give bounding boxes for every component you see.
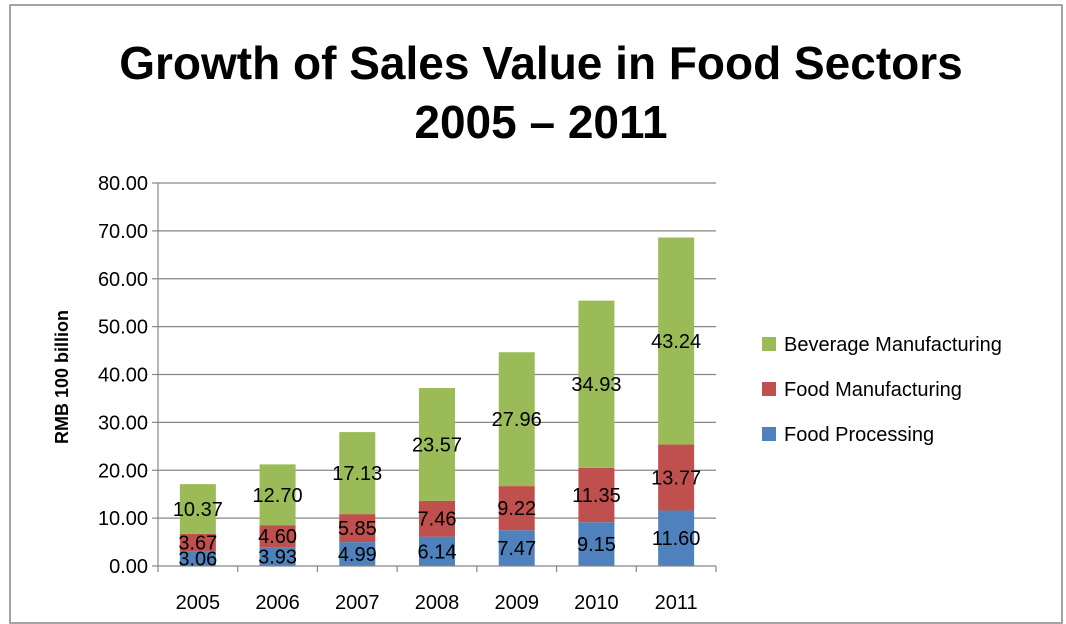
x-tick-label: 2007 — [335, 592, 380, 614]
y-tick-label: 70.00 — [98, 221, 148, 243]
data-label: 11.35 — [572, 485, 621, 507]
data-label: 3.93 — [258, 547, 297, 569]
bar-segment-food-processing — [179, 551, 216, 566]
data-label: 7.46 — [418, 509, 457, 531]
data-label: 34.93 — [571, 374, 621, 396]
bar-segment-food-manufacturing — [498, 486, 535, 531]
x-tick-label: 2009 — [494, 592, 539, 614]
x-tick-label: 2008 — [415, 592, 460, 614]
bar-segment-food-manufacturing — [658, 444, 695, 511]
bar-segment-beverage-manufacturing — [179, 484, 216, 534]
data-label: 4.99 — [338, 544, 377, 566]
bar-segment-beverage-manufacturing — [259, 464, 296, 526]
legend-label: Beverage Manufacturing — [784, 334, 1002, 356]
bar-segment-food-manufacturing — [179, 533, 216, 552]
y-axis-title: RMB 100 billion — [52, 310, 72, 444]
chart-title-line-2: 2005 – 2011 — [414, 96, 667, 148]
y-tick-label: 60.00 — [98, 269, 148, 291]
data-label: 9.15 — [577, 534, 616, 556]
y-tick-label: 80.00 — [98, 173, 148, 195]
data-label: 11.60 — [652, 528, 701, 550]
legend-swatch — [762, 427, 776, 441]
bar-segment-food-manufacturing — [259, 525, 296, 548]
legend-swatch — [762, 382, 776, 396]
y-tick-label: 30.00 — [98, 412, 148, 434]
chart-title-line-1: Growth of Sales Value in Food Sectors — [119, 37, 963, 89]
data-label: 23.57 — [412, 434, 462, 456]
data-label: 12.70 — [253, 485, 303, 507]
data-label: 13.77 — [651, 468, 701, 490]
bar-segment-food-processing — [259, 547, 296, 566]
x-tick-label: 2010 — [574, 592, 619, 614]
legend-swatch — [762, 337, 776, 351]
bar-segment-beverage-manufacturing — [339, 432, 376, 515]
legend-label: Food Processing — [784, 424, 934, 446]
bar-segment-food-processing — [339, 542, 376, 566]
bar-segment-food-processing — [498, 530, 535, 566]
bar-segment-food-manufacturing — [578, 467, 615, 523]
legend-label: Food Manufacturing — [784, 379, 962, 401]
y-tick-label: 0.00 — [109, 556, 148, 578]
data-label: 3.67 — [178, 533, 217, 555]
bar-segment-food-manufacturing — [419, 500, 455, 537]
bar-segment-beverage-manufacturing — [419, 388, 455, 501]
data-label: 6.14 — [418, 541, 457, 563]
data-label: 43.24 — [651, 331, 701, 353]
data-label: 10.37 — [173, 499, 223, 521]
bar-segment-food-processing — [419, 536, 455, 566]
data-label: 7.47 — [497, 538, 536, 560]
x-tick-label: 2005 — [176, 592, 221, 614]
y-tick-label: 50.00 — [98, 317, 148, 339]
bar-segment-food-processing — [578, 522, 615, 566]
y-tick-label: 40.00 — [98, 365, 148, 387]
bar-segment-beverage-manufacturing — [578, 300, 615, 468]
x-tick-label: 2006 — [255, 592, 300, 614]
bar-segment-beverage-manufacturing — [658, 237, 695, 445]
data-label: 27.96 — [492, 409, 542, 431]
data-label: 4.60 — [258, 526, 297, 548]
bar-segment-food-processing — [658, 510, 695, 566]
y-tick-label: 20.00 — [98, 460, 148, 482]
y-tick-label: 10.00 — [98, 508, 148, 530]
bar-segment-beverage-manufacturing — [498, 352, 535, 487]
x-tick-label: 2011 — [655, 592, 698, 614]
data-label: 17.13 — [332, 463, 382, 485]
data-label: 3.06 — [178, 549, 217, 571]
bar-segment-food-manufacturing — [339, 514, 376, 543]
data-label: 5.85 — [338, 518, 377, 540]
data-label: 9.22 — [497, 498, 536, 520]
